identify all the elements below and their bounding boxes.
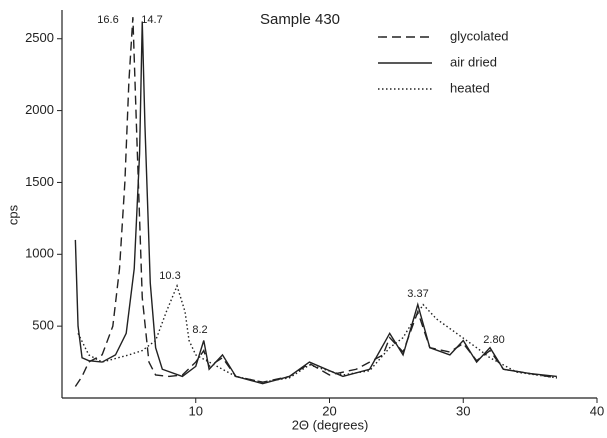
x-tick-label: 30 [456, 403, 470, 418]
peak-annotation: 14.7 [141, 14, 162, 26]
data-line [77, 283, 557, 383]
peak-annotation: 10.3 [159, 270, 180, 282]
x-axis-label: 2Θ (degrees) [292, 417, 369, 432]
chart-title: Sample 430 [260, 11, 340, 28]
y-tick-label: 1000 [25, 246, 54, 261]
x-tick-label: 20 [322, 403, 336, 418]
peak-annotation: 3.37 [407, 288, 428, 300]
y-tick-label: 1500 [25, 174, 54, 189]
peak-annotation: 16.6 [97, 14, 118, 26]
peak-annotation: 8.2 [192, 324, 207, 336]
x-tick-label: 40 [590, 403, 604, 418]
legend-label: air dried [450, 54, 497, 69]
legend-label: heated [450, 80, 490, 95]
peak-annotation: 2.80 [483, 334, 504, 346]
data-line [74, 21, 557, 385]
y-axis-label: cps [5, 204, 20, 225]
y-tick-label: 2000 [25, 102, 54, 117]
y-tick-label: 2500 [25, 30, 54, 45]
data-line [74, 17, 557, 387]
y-tick-label: 500 [32, 318, 54, 333]
legend-label: glycolated [450, 28, 509, 43]
x-tick-label: 10 [189, 403, 203, 418]
